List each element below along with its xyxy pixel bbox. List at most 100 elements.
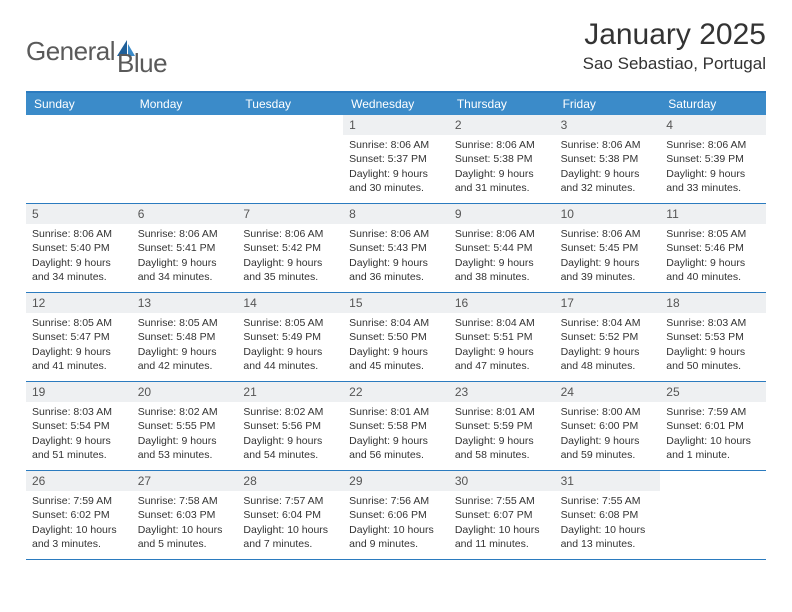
day-cell: . xyxy=(26,115,132,203)
sunset-text: Sunset: 5:53 PM xyxy=(666,330,760,344)
sunset-text: Sunset: 6:00 PM xyxy=(561,419,655,433)
daylight-text: Daylight: 9 hours and 42 minutes. xyxy=(138,345,232,373)
sunset-text: Sunset: 5:58 PM xyxy=(349,419,443,433)
day-cell: 16 Sunrise: 8:04 AMSunset: 5:51 PMDayligh… xyxy=(449,293,555,381)
day-number: 29 xyxy=(343,471,449,491)
day-number: 13 xyxy=(132,293,238,313)
daylight-text: Daylight: 9 hours and 35 minutes. xyxy=(243,256,337,284)
sunset-text: Sunset: 6:04 PM xyxy=(243,508,337,522)
day-cell: 4Sunrise: 8:06 AMSunset: 5:39 PMDaylight… xyxy=(660,115,766,203)
daylight-text: Daylight: 9 hours and 56 minutes. xyxy=(349,434,443,462)
daylight-text: Daylight: 10 hours and 1 minute. xyxy=(666,434,760,462)
day-cell: 6Sunrise: 8:06 AMSunset: 5:41 PMDaylight… xyxy=(132,204,238,292)
day-cell: 5Sunrise: 8:06 AMSunset: 5:40 PMDaylight… xyxy=(26,204,132,292)
day-number: 16 xyxy=(449,293,555,313)
day-header: Tuesday xyxy=(237,93,343,115)
day-number: 27 xyxy=(132,471,238,491)
week-row: 5Sunrise: 8:06 AMSunset: 5:40 PMDaylight… xyxy=(26,204,766,293)
daylight-text: Daylight: 9 hours and 44 minutes. xyxy=(243,345,337,373)
sunset-text: Sunset: 5:52 PM xyxy=(561,330,655,344)
day-number: 26 xyxy=(26,471,132,491)
sunrise-text: Sunrise: 8:02 AM xyxy=(243,405,337,419)
sunrise-text: Sunrise: 7:55 AM xyxy=(455,494,549,508)
sunrise-text: Sunrise: 8:06 AM xyxy=(561,227,655,241)
day-number: 6 xyxy=(132,204,238,224)
day-cell: 14Sunrise: 8:05 AMSunset: 5:49 PMDayligh… xyxy=(237,293,343,381)
daylight-text: Daylight: 10 hours and 11 minutes. xyxy=(455,523,549,551)
sunset-text: Sunset: 5:46 PM xyxy=(666,241,760,255)
sunrise-text: Sunrise: 8:00 AM xyxy=(561,405,655,419)
daylight-text: Daylight: 9 hours and 32 minutes. xyxy=(561,167,655,195)
daylight-text: Daylight: 9 hours and 33 minutes. xyxy=(666,167,760,195)
day-cell: 17Sunrise: 8:04 AMSunset: 5:52 PMDayligh… xyxy=(555,293,661,381)
day-number: 8 xyxy=(343,204,449,224)
day-number: 1 xyxy=(343,115,449,135)
daylight-text: Daylight: 10 hours and 9 minutes. xyxy=(349,523,443,551)
daylight-text: Daylight: 9 hours and 31 minutes. xyxy=(455,167,549,195)
sunrise-text: Sunrise: 8:05 AM xyxy=(32,316,126,330)
logo-text-blue: Blue xyxy=(117,48,167,78)
day-cell: 27Sunrise: 7:58 AMSunset: 6:03 PMDayligh… xyxy=(132,471,238,559)
sunset-text: Sunset: 5:45 PM xyxy=(561,241,655,255)
day-number: 10 xyxy=(555,204,661,224)
day-cell: 23Sunrise: 8:01 AMSunset: 5:59 PMDayligh… xyxy=(449,382,555,470)
daylight-text: Daylight: 9 hours and 39 minutes. xyxy=(561,256,655,284)
sunrise-text: Sunrise: 8:01 AM xyxy=(349,405,443,419)
day-number: 20 xyxy=(132,382,238,402)
day-number: 3 xyxy=(555,115,661,135)
location: Sao Sebastiao, Portugal xyxy=(583,54,766,74)
sunrise-text: Sunrise: 7:55 AM xyxy=(561,494,655,508)
sunrise-text: Sunrise: 8:06 AM xyxy=(561,138,655,152)
sunrise-text: Sunrise: 8:06 AM xyxy=(349,227,443,241)
day-number: 12 xyxy=(26,293,132,313)
daylight-text: Daylight: 9 hours and 36 minutes. xyxy=(349,256,443,284)
day-cell: 10 Sunrise: 8:06 AMSunset: 5:45 PMDayligh… xyxy=(555,204,661,292)
sunset-text: Sunset: 5:40 PM xyxy=(32,241,126,255)
sunset-text: Sunset: 6:07 PM xyxy=(455,508,549,522)
sunset-text: Sunset: 6:03 PM xyxy=(138,508,232,522)
sunrise-text: Sunrise: 7:59 AM xyxy=(666,405,760,419)
day-header: Saturday xyxy=(660,93,766,115)
sunset-text: Sunset: 6:06 PM xyxy=(349,508,443,522)
sunrise-text: Sunrise: 8:06 AM xyxy=(666,138,760,152)
daylight-text: Daylight: 9 hours and 50 minutes. xyxy=(666,345,760,373)
sunrise-text: Sunrise: 8:06 AM xyxy=(243,227,337,241)
day-number: 25 xyxy=(660,382,766,402)
sunset-text: Sunset: 5:43 PM xyxy=(349,241,443,255)
day-cell: 31Sunrise: 7:55 AMSunset: 6:08 PMDayligh… xyxy=(555,471,661,559)
daylight-text: Daylight: 9 hours and 48 minutes. xyxy=(561,345,655,373)
day-cell: 22Sunrise: 8:01 AMSunset: 5:58 PMDayligh… xyxy=(343,382,449,470)
day-cell: 2Sunrise: 8:06 AMSunset: 5:38 PMDaylight… xyxy=(449,115,555,203)
sunrise-text: Sunrise: 8:01 AM xyxy=(455,405,549,419)
sunset-text: Sunset: 5:59 PM xyxy=(455,419,549,433)
week-row: 12Sunrise: 8:05 AMSunset: 5:47 PMDayligh… xyxy=(26,293,766,382)
sunset-text: Sunset: 6:08 PM xyxy=(561,508,655,522)
day-cell: 15Sunrise: 8:04 AMSunset: 5:50 PMDayligh… xyxy=(343,293,449,381)
daylight-text: Daylight: 9 hours and 34 minutes. xyxy=(138,256,232,284)
sunset-text: Sunset: 5:56 PM xyxy=(243,419,337,433)
daylight-text: Daylight: 9 hours and 53 minutes. xyxy=(138,434,232,462)
sunrise-text: Sunrise: 7:56 AM xyxy=(349,494,443,508)
sunrise-text: Sunrise: 8:05 AM xyxy=(666,227,760,241)
day-cell: 11Sunrise: 8:05 AMSunset: 5:46 PMDayligh… xyxy=(660,204,766,292)
day-cell: 3Sunrise: 8:06 AMSunset: 5:38 PMDaylight… xyxy=(555,115,661,203)
sunset-text: Sunset: 5:44 PM xyxy=(455,241,549,255)
daylight-text: Daylight: 10 hours and 5 minutes. xyxy=(138,523,232,551)
daylight-text: Daylight: 9 hours and 47 minutes. xyxy=(455,345,549,373)
sunrise-text: Sunrise: 8:04 AM xyxy=(349,316,443,330)
day-header-row: SundayMondayTuesdayWednesdayThursdayFrid… xyxy=(26,93,766,115)
sunrise-text: Sunrise: 8:04 AM xyxy=(455,316,549,330)
day-number: 9 xyxy=(449,204,555,224)
day-header: Monday xyxy=(132,93,238,115)
sunrise-text: Sunrise: 7:59 AM xyxy=(32,494,126,508)
logo: General Blue xyxy=(26,24,167,79)
sunset-text: Sunset: 5:48 PM xyxy=(138,330,232,344)
day-number: 24 xyxy=(555,382,661,402)
day-number: 19 xyxy=(26,382,132,402)
daylight-text: Daylight: 10 hours and 7 minutes. xyxy=(243,523,337,551)
sunset-text: Sunset: 5:42 PM xyxy=(243,241,337,255)
sunset-text: Sunset: 5:51 PM xyxy=(455,330,549,344)
sunrise-text: Sunrise: 8:06 AM xyxy=(32,227,126,241)
day-number: 15 xyxy=(343,293,449,313)
day-number: 30 xyxy=(449,471,555,491)
